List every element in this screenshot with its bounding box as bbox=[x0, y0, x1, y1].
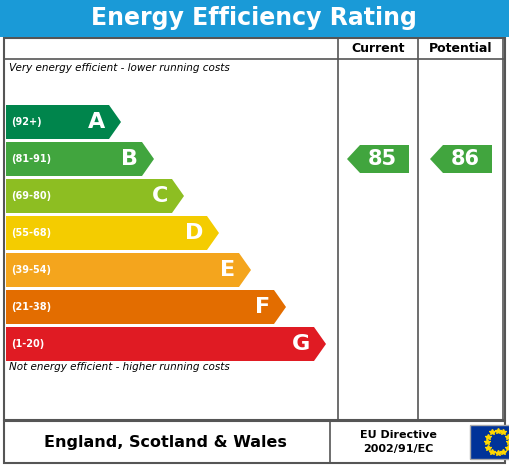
Text: Energy Efficiency Rating: Energy Efficiency Rating bbox=[91, 7, 417, 30]
Text: Current: Current bbox=[351, 42, 405, 55]
Text: (81-91): (81-91) bbox=[11, 154, 51, 164]
Text: D: D bbox=[185, 223, 203, 243]
Text: 86: 86 bbox=[451, 149, 480, 169]
Polygon shape bbox=[239, 253, 251, 287]
Text: 85: 85 bbox=[368, 149, 397, 169]
Bar bbox=[4, 38, 505, 420]
Bar bbox=[6, 216, 207, 250]
Polygon shape bbox=[207, 216, 219, 250]
Bar bbox=[6, 290, 274, 324]
Bar bbox=[0, 0, 509, 37]
Bar bbox=[6, 253, 239, 287]
Polygon shape bbox=[274, 290, 286, 324]
Text: (1-20): (1-20) bbox=[11, 339, 44, 349]
Bar bbox=[4, 421, 505, 463]
Text: B: B bbox=[121, 149, 138, 169]
Text: C: C bbox=[152, 186, 168, 206]
Polygon shape bbox=[347, 145, 409, 173]
Text: (39-54): (39-54) bbox=[11, 265, 51, 275]
Text: 2002/91/EC: 2002/91/EC bbox=[363, 444, 433, 454]
Polygon shape bbox=[142, 142, 154, 176]
Polygon shape bbox=[109, 105, 121, 139]
Text: G: G bbox=[292, 334, 310, 354]
Bar bbox=[6, 142, 142, 176]
Text: Very energy efficient - lower running costs: Very energy efficient - lower running co… bbox=[9, 63, 230, 73]
Text: (92+): (92+) bbox=[11, 117, 42, 127]
Bar bbox=[6, 105, 109, 139]
Text: (55-68): (55-68) bbox=[11, 228, 51, 238]
Polygon shape bbox=[172, 179, 184, 213]
Text: EU Directive: EU Directive bbox=[359, 430, 436, 440]
Bar bbox=[470, 425, 509, 459]
Polygon shape bbox=[430, 145, 492, 173]
Bar bbox=[6, 179, 172, 213]
Text: Not energy efficient - higher running costs: Not energy efficient - higher running co… bbox=[9, 362, 230, 372]
Text: F: F bbox=[255, 297, 270, 317]
Text: A: A bbox=[88, 112, 105, 132]
Text: E: E bbox=[220, 260, 235, 280]
Text: (69-80): (69-80) bbox=[11, 191, 51, 201]
Text: Potential: Potential bbox=[429, 42, 493, 55]
Bar bbox=[6, 327, 314, 361]
Text: (21-38): (21-38) bbox=[11, 302, 51, 312]
Text: England, Scotland & Wales: England, Scotland & Wales bbox=[44, 434, 287, 450]
Polygon shape bbox=[314, 327, 326, 361]
